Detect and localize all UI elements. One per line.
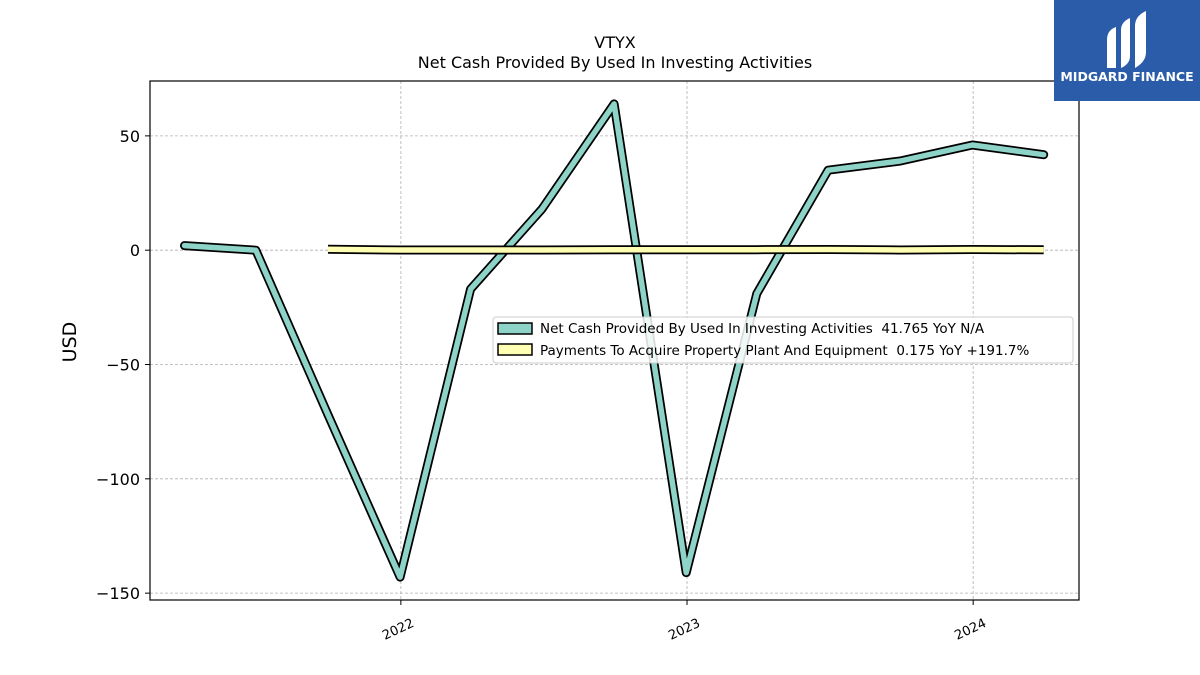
legend: Net Cash Provided By Used In Investing A… [492, 316, 1074, 364]
chart-subtitle: Net Cash Provided By Used In Investing A… [418, 53, 812, 72]
x-tick-label: 2022 [380, 616, 416, 644]
series-line [181, 101, 1047, 580]
legend-swatch-ppe [497, 343, 533, 356]
y-tick-label: 0 [130, 241, 140, 260]
grid-lines [150, 81, 1079, 600]
legend-entry: Net Cash Provided By Used In Investing A… [497, 321, 985, 337]
x-axis-ticks: 2022 2023 2024 [380, 600, 989, 644]
logo-brand-name: MIDGARD FINANCE [1060, 69, 1193, 84]
legend-label-ppe: Payments To Acquire Property Plant And E… [540, 343, 1029, 359]
x-tick-label: 2023 [666, 616, 702, 644]
legend-box [492, 316, 1074, 364]
series-line [327, 246, 1044, 253]
legend-entry: Payments To Acquire Property Plant And E… [497, 343, 1029, 359]
y-tick-label: −50 [106, 356, 140, 375]
series-layer [180, 99, 1049, 582]
brand-logo: MIDGARD FINANCE [1054, 0, 1200, 101]
chart-title: VTYX [594, 33, 635, 52]
y-axis-label: USD [59, 322, 81, 363]
plot-frame [149, 80, 1080, 601]
y-axis-ticks: 50 0 −50 −100 −150 [96, 127, 150, 603]
x-tick-label: 2024 [953, 616, 989, 644]
legend-label-net-cash: Net Cash Provided By Used In Investing A… [540, 321, 985, 337]
y-tick-label: −100 [96, 470, 140, 489]
y-tick-label: 50 [120, 127, 140, 146]
y-tick-label: −150 [96, 584, 140, 603]
logo-mark-icon [1107, 11, 1146, 68]
legend-swatch-net-cash [497, 322, 533, 335]
